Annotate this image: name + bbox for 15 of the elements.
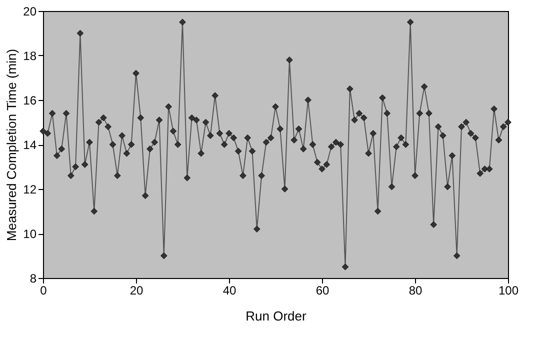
- y-tick-label: 12: [23, 182, 37, 196]
- x-tick-label: 100: [498, 284, 519, 298]
- x-tick-label: 20: [130, 284, 144, 298]
- y-tick-label: 20: [23, 4, 37, 18]
- y-tick-label: 10: [23, 227, 37, 241]
- y-axis-title: Measured Completion Time (min): [4, 48, 20, 242]
- y-tick-label: 14: [23, 138, 37, 152]
- y-tick-label: 16: [23, 94, 37, 108]
- x-tick-label: 80: [408, 284, 422, 298]
- x-tick-label: 40: [222, 284, 236, 298]
- x-tick-label: 0: [40, 284, 48, 298]
- y-tick-label: 8: [30, 272, 37, 286]
- x-axis-title: Run Order: [246, 308, 308, 324]
- x-tick-label: 60: [316, 284, 330, 298]
- y-tick-label: 18: [23, 49, 37, 63]
